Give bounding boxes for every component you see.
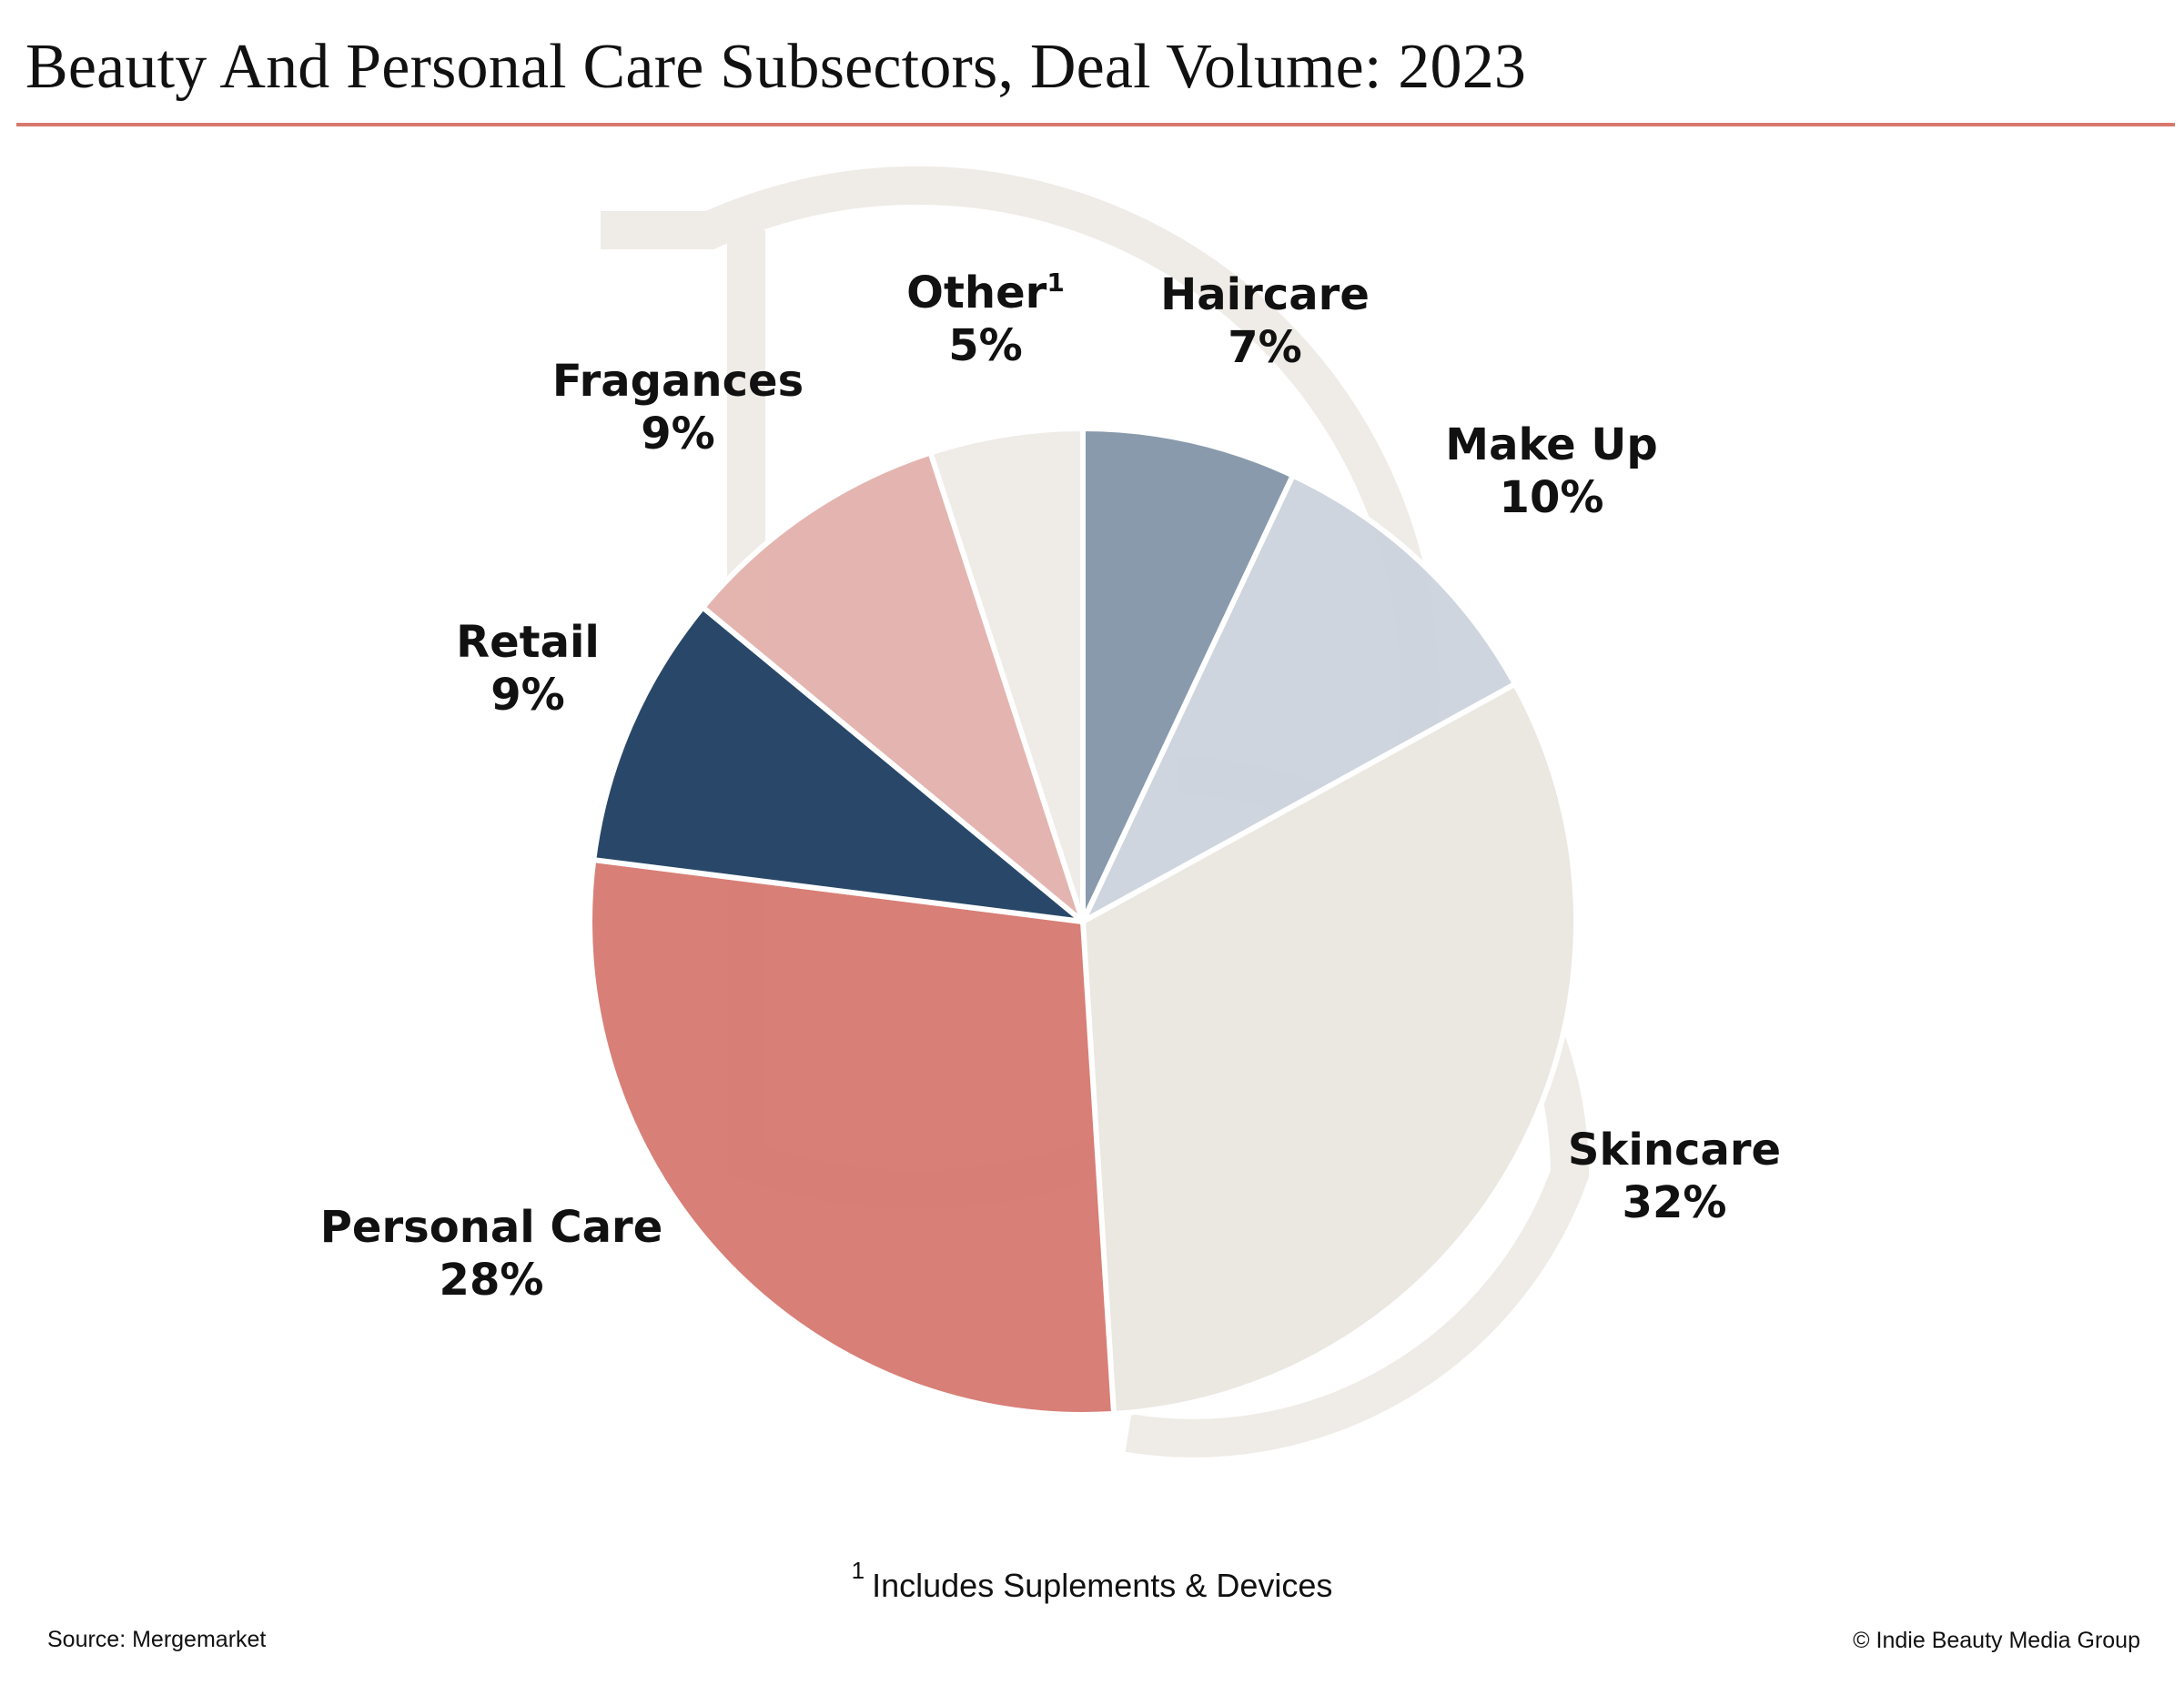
slice-name: Haircare [1160, 269, 1370, 320]
slice-footnote-marker: 1 [1046, 267, 1064, 298]
pie-slice-skincare [1080, 681, 1579, 1417]
slice-value: 9% [641, 409, 715, 459]
slice-value: 10% [1500, 472, 1604, 523]
slice-value: 32% [1623, 1177, 1727, 1228]
slice-label-fragances: Fragances 9% [552, 356, 804, 459]
slice-name: Retail [456, 617, 600, 668]
pie-slice-make-up [1080, 472, 1518, 924]
chart-title: Beauty And Personal Care Subsectors, Dea… [25, 32, 1527, 102]
pie-labels: Haircare 7% Make Up 10% Skincare 32% Personal … [320, 267, 1781, 1306]
slice-value: 9% [490, 670, 565, 721]
title-divider [16, 123, 2175, 126]
slice-name: Fragances [552, 356, 804, 407]
slice-value: 5% [948, 320, 1023, 371]
footnote-text: Includes Suplements & Devices [872, 1567, 1333, 1604]
slice-label-personal-care: Personal Care 28% [320, 1202, 663, 1306]
slice-value: 28% [440, 1255, 544, 1306]
slice-name: Skincare [1568, 1125, 1781, 1175]
slice-label-make-up: Make Up 10% [1445, 419, 1657, 523]
footnote: 1 Includes Suplements & Devices [0, 1557, 2184, 1605]
slice-value: 7% [1228, 322, 1302, 373]
source-note: Source: Mergemarket [47, 1627, 267, 1652]
pie-slice-other [927, 426, 1086, 924]
copyright-note: © Indie Beauty Media Group [1853, 1628, 2140, 1653]
slice-label-other: Other1 5% [906, 267, 1065, 371]
slice-label-haircare: Haircare 7% [1160, 269, 1370, 373]
pie-slice-personal-care [587, 857, 1117, 1418]
slice-label-skincare: Skincare 32% [1568, 1125, 1781, 1228]
slice-label-retail: Retail 9% [456, 617, 600, 721]
slice-name: Other [906, 267, 1046, 318]
pie-slice-fragances [700, 449, 1086, 924]
pie-slice-retail [591, 604, 1086, 924]
footnote-marker: 1 [851, 1557, 865, 1584]
slice-name: Make Up [1445, 419, 1657, 470]
pie-slices [587, 426, 1579, 1418]
pie-slice-haircare [1080, 426, 1296, 924]
slice-name: Personal Care [320, 1202, 663, 1253]
